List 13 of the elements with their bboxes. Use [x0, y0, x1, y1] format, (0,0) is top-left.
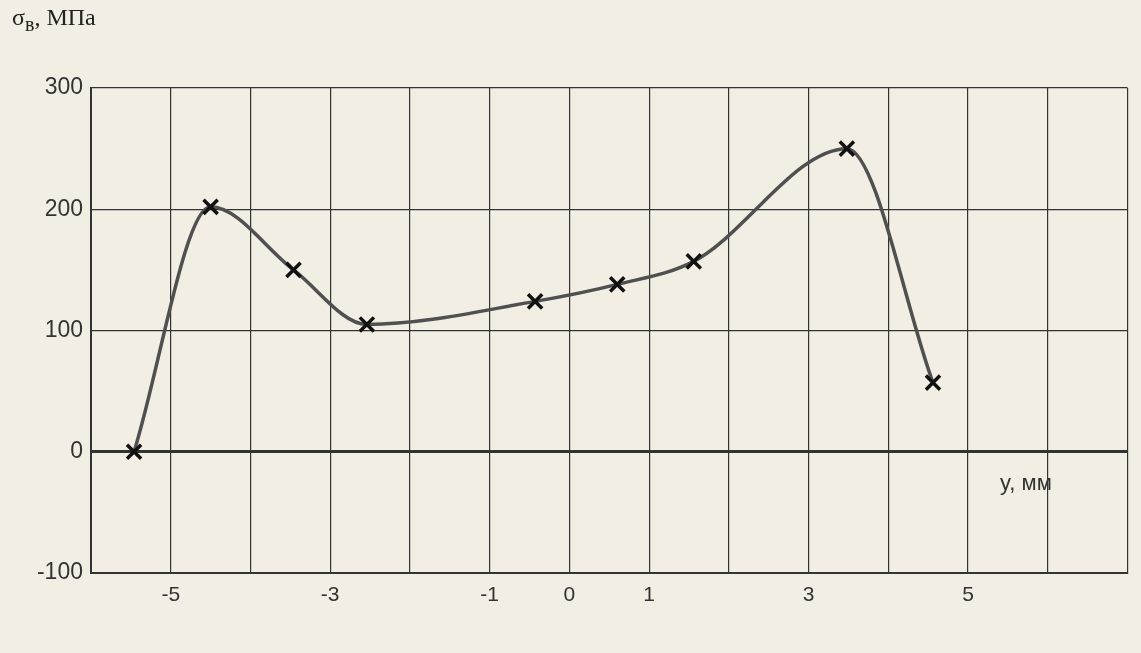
x-tick-label: 0: [563, 582, 576, 606]
y-tick-label: -100: [36, 558, 83, 585]
y-tick-label: 300: [44, 73, 83, 100]
y-tick-label: 200: [44, 194, 83, 221]
x-tick-label: -5: [161, 582, 181, 606]
x-tick-label: -3: [320, 582, 340, 606]
y-axis-title: σ$_{в}$, МПа: [12, 4, 96, 36]
y-tick-label: 100: [44, 315, 83, 342]
x-tick-label: 5: [962, 582, 974, 606]
y-tick-label: 0: [70, 437, 83, 464]
x-tick-label: -1: [480, 582, 499, 606]
x-tick-label: 3: [802, 582, 815, 606]
x-tick-label: 1: [643, 582, 655, 606]
